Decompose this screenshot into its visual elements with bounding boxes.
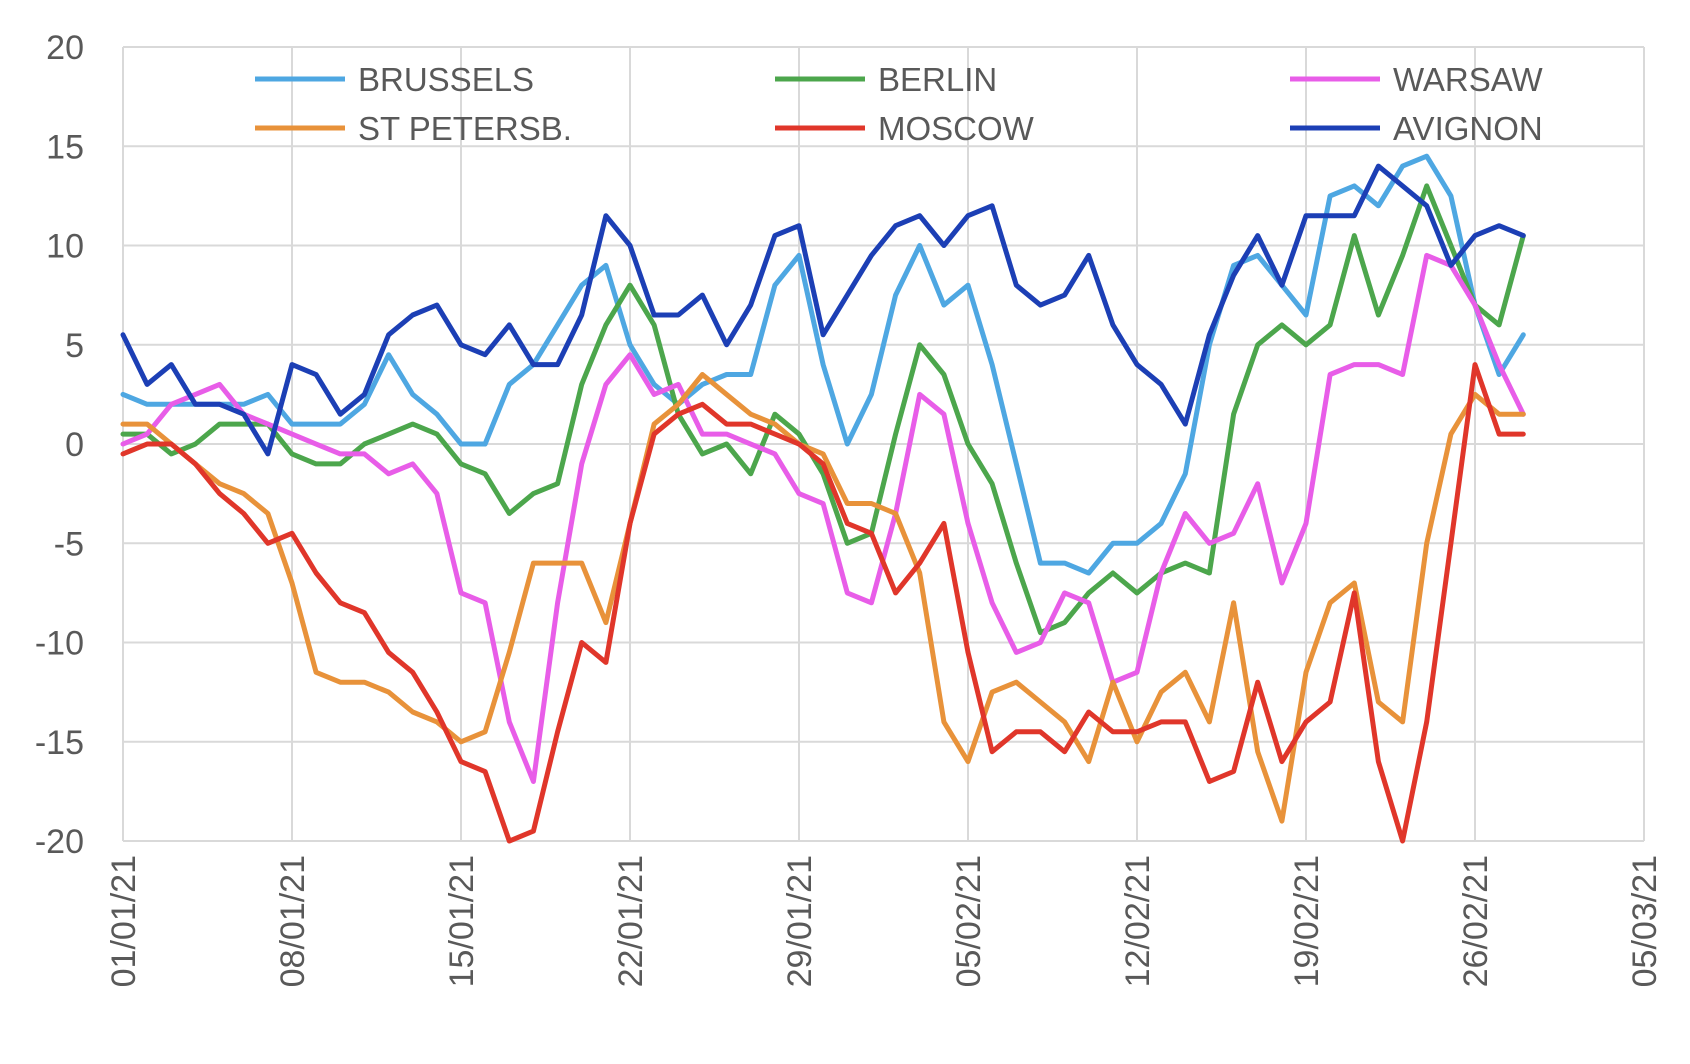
y-tick-label: -20 [35,823,84,861]
x-tick-label: 12/02/21 [1119,855,1157,987]
x-tick-label: 15/01/21 [443,855,481,987]
x-tick-label: 29/01/21 [781,855,819,987]
x-tick-label: 19/02/21 [1288,855,1326,987]
series-lines [120,153,1526,844]
series-line-berlin [120,183,1526,636]
legend-label-moscow: MOSCOW [878,110,1035,147]
y-tick-label: 20 [46,29,84,67]
x-axis-ticks: 01/01/21 08/01/21 15/01/21 22/01/21 29/01/21… [105,855,1664,987]
series-line-avignon [120,163,1526,457]
y-tick-label: 10 [46,228,84,266]
series-line-moscow [120,362,1526,844]
x-tick-label: 01/01/21 [105,855,143,987]
legend-label-warsaw: WARSAW [1393,61,1544,98]
x-tick-label: 22/01/21 [612,855,650,987]
legend-label-avignon: AVIGNON [1393,110,1543,147]
series-line-brussels [120,153,1526,576]
y-tick-label: -10 [35,625,84,663]
legend-label-berlin: BERLIN [878,61,997,98]
series-line-warsaw [120,252,1526,784]
series-line-st-petersb [120,372,1526,824]
legend-label-st-petersb: ST PETERSB. [358,110,572,147]
y-tick-label: 15 [46,128,84,166]
x-tick-label: 05/03/21 [1626,855,1664,987]
y-tick-label: 0 [65,426,84,464]
x-tick-label: 26/02/21 [1457,855,1495,987]
x-tick-label: 05/02/21 [950,855,988,987]
x-tick-label: 08/01/21 [274,855,312,987]
y-tick-label: -15 [35,724,84,762]
y-axis-ticks: 20 15 10 5 0 -5 -10 -15 -20 [35,29,84,861]
y-tick-label: 5 [65,327,84,365]
legend: BRUSSELS BERLIN WARSAW ST PETERSB. MOSCOW AVI… [255,61,1544,147]
legend-label-brussels: BRUSSELS [358,61,534,98]
y-tick-label: -5 [54,525,84,563]
